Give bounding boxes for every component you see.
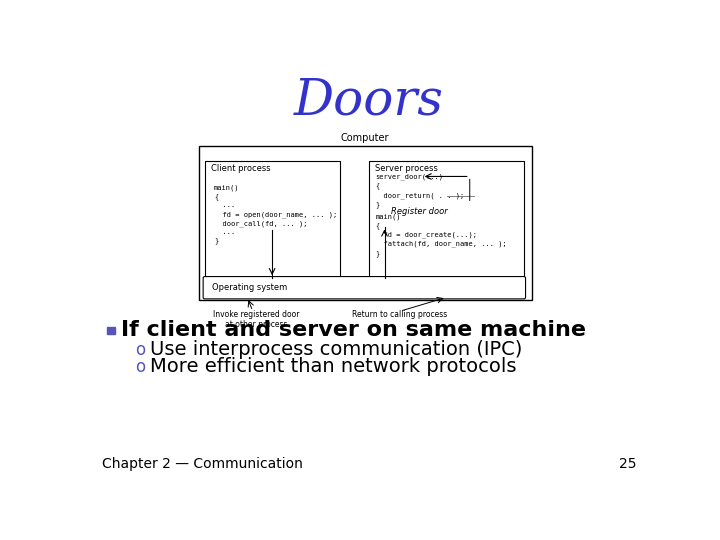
Text: More efficient than network protocols: More efficient than network protocols (150, 357, 517, 376)
Text: main()
{
  fd = door_create(...);
  fattach(fd, door_name, ... );
}: main() { fd = door_create(...); fattach(… (375, 213, 507, 256)
Text: Server process: Server process (375, 164, 438, 173)
Text: {
  door_return( . . );
}: { door_return( . . ); } (375, 183, 464, 208)
Bar (199, 146, 532, 300)
Bar (107, 327, 114, 334)
Bar (204, 161, 341, 280)
Text: Register door: Register door (391, 207, 447, 215)
Text: If client and server on same machine: If client and server on same machine (121, 320, 586, 340)
Text: o: o (135, 341, 145, 359)
Text: Invoke registered door
at other process: Invoke registered door at other process (213, 309, 300, 329)
Text: Chapter 2 — Communication: Chapter 2 — Communication (102, 457, 302, 471)
Text: main()
{
  ...
  fd = open(door_name, ... );
  door_call(fd, ... );
  ...
}: main() { ... fd = open(door_name, ... );… (214, 184, 337, 245)
Bar (369, 161, 524, 280)
Text: Operating system: Operating system (212, 283, 288, 292)
FancyBboxPatch shape (203, 276, 526, 299)
Text: o: o (135, 357, 145, 376)
Text: Client process: Client process (211, 164, 271, 173)
Text: 25: 25 (619, 457, 636, 471)
Text: Doors: Doors (294, 76, 444, 126)
Text: server_door(...): server_door(...) (375, 173, 444, 180)
Text: Use interprocess communication (IPC): Use interprocess communication (IPC) (150, 340, 523, 359)
Text: Computer: Computer (341, 132, 390, 143)
Text: Return to calling process: Return to calling process (352, 309, 448, 319)
